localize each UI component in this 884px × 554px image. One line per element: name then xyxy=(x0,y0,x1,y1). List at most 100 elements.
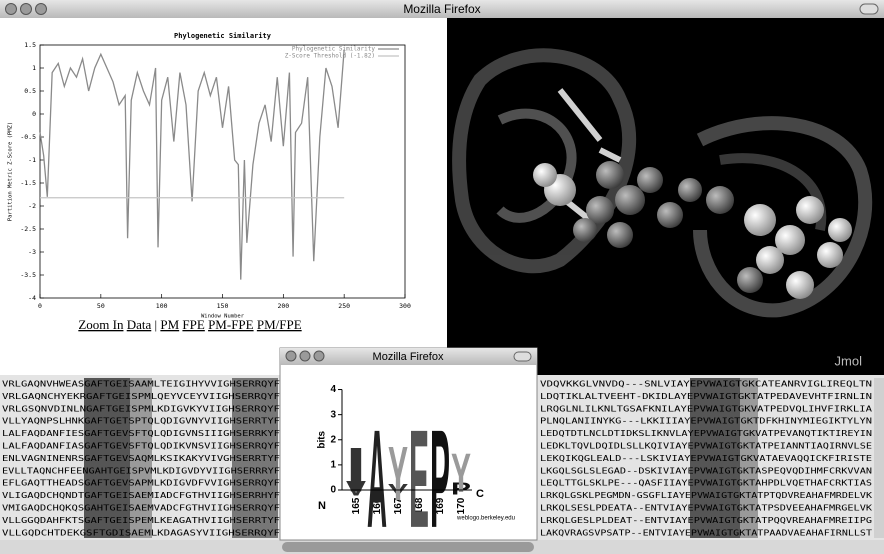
atom xyxy=(657,202,683,228)
atom xyxy=(786,271,814,299)
link[interactable]: FPE xyxy=(182,317,204,332)
logo-y-tick-label: 0 xyxy=(330,485,336,496)
atom xyxy=(596,161,624,189)
legend-label: Z-Score Threshold (-1.82) xyxy=(285,53,375,60)
atom xyxy=(817,242,843,268)
alignment-row: LRKQLSESLPDEATA--ENTVIAYEPVWAIGTGKTATPSD… xyxy=(540,504,872,513)
link[interactable]: Zoom In xyxy=(78,317,124,332)
x-tick-label: 250 xyxy=(338,302,350,310)
y-tick-label: -2.5 xyxy=(20,225,36,233)
alignment-row: LKGQLSGLSLEGAD--DSKIVIAYEPVWAIGTGKTASPEQ… xyxy=(540,466,872,475)
alignment-row: LRKQLGSKLPEGMDN-GSGFLIAYEPVWAIGTGKTATPTQ… xyxy=(540,491,872,500)
alignment-row: VLLGQDCHTDEKGSFTGDISAEMLKDAGASYVIIGHSERR… xyxy=(2,528,280,537)
link-bar: Zoom In Data | PM FPE PM-FPE PM/FPE xyxy=(78,317,301,332)
alignment-row: LDQTIKLALTVEEHT-DKIDLAYEPVWAIGTGKTATPEDA… xyxy=(540,392,872,401)
atom xyxy=(637,167,663,193)
logo-y-label: bits xyxy=(317,430,328,448)
alignment-row: VRLGSQNVDINLNGAFTGEISPMLKDIGVKYVIIGHSERR… xyxy=(2,404,280,413)
atom xyxy=(533,163,557,187)
x-tick-label: 0 xyxy=(38,302,42,310)
x-tick-label: 100 xyxy=(156,302,168,310)
atom xyxy=(573,218,597,242)
alignment-row: VRLGAQNCHYEKRGAFTGEISPMLQEYVCEYVIIGHSERR… xyxy=(2,392,280,401)
y-tick-label: -4 xyxy=(28,294,36,302)
logo-y-tick-label: 2 xyxy=(330,434,336,445)
link-row: Zoom In Data | PM FPE PM-FPE PM/FPE xyxy=(78,317,301,332)
alignment-row: EFLGAQTTHEADSGAFTGEVSAPMLKDIGVDFVVIGHSER… xyxy=(2,479,280,488)
window-buttons[interactable] xyxy=(6,4,47,15)
atom xyxy=(607,222,633,248)
y-tick-label: -2 xyxy=(28,202,36,210)
y-axis-label: Partition Metric Z-Score (PMZ) xyxy=(8,122,14,221)
logo-letter: Y xyxy=(451,442,471,505)
alignment-row: VMIGAQDCHQKQSGAHTGEISAEMVADCFGTHVIIGHSER… xyxy=(2,504,280,513)
atom xyxy=(615,185,645,215)
x-tick-label: 150 xyxy=(217,302,229,310)
alignment-row: PLNQLANIINYKG---LKKIIIAYEPVWAIGTGKTDFKHI… xyxy=(540,417,872,426)
y-tick-label: -3 xyxy=(28,248,36,256)
alignment-row: EVLLTAQNCHFEENGAHTGEISPVMLKDIGVDYVIIGHSE… xyxy=(2,466,280,475)
alignment-row: LAKQVRAGSVPSATP--ENTVIAYEPVWAIGTGKTATPAA… xyxy=(540,528,872,537)
alignment-row: VLIGAQDCHQNDTGAFTGEISAEMIADCFGTHVIIGHSER… xyxy=(2,491,280,500)
atom xyxy=(828,218,852,242)
screen: Mozilla Firefox Phylogenetic Similarity 1… xyxy=(0,0,884,554)
window-title: Mozilla Firefox xyxy=(403,2,480,16)
y-tick-label: 0.5 xyxy=(24,87,36,95)
alignment-row: LEKQIKQGLEALD---LSKIVIAYEPVWAIGTGKVATAEV… xyxy=(540,454,872,463)
alignment-row: LEDQTDTLNCLDTIDKSLIKNVLAYEPVWAIGTGKVATPE… xyxy=(540,429,872,438)
toolbar-toggle[interactable] xyxy=(860,4,878,14)
viewer-label: Jmol xyxy=(835,353,863,368)
y-tick-label: 1.5 xyxy=(24,41,36,49)
link-separator: | xyxy=(155,317,158,332)
alignment-row: VLLYAQNPSLHNKGAFTGETSPTQLQDIGVNYVIIGHSER… xyxy=(2,417,280,426)
logo-credit: weblogo.berkeley.edu xyxy=(456,516,515,522)
chart-title: Phylogenetic Similarity xyxy=(174,32,272,40)
y-tick-label: -1.5 xyxy=(20,179,36,187)
popup-toggle[interactable] xyxy=(514,352,531,361)
scroll-thumb[interactable] xyxy=(282,542,534,552)
logo-end: C xyxy=(476,488,484,500)
logo-letter: P xyxy=(430,402,450,554)
x-tick-label: 200 xyxy=(277,302,289,310)
alignment-row: LEDKLTQVLDQIDLSLLKQIVIAYEPVWAIGTGKTATPEI… xyxy=(540,442,872,451)
logo-y-tick-label: 1 xyxy=(330,460,336,471)
y-tick-label: 1 xyxy=(32,64,36,72)
link[interactable]: PM xyxy=(160,317,179,332)
alignment-row: VRLGAQNVHWEASGAFTGEISAAMLTEIGIHYVVIGHSER… xyxy=(2,380,280,389)
popup-title: Mozilla Firefox xyxy=(373,351,444,363)
vertical-scrollbar[interactable] xyxy=(874,378,884,538)
y-tick-label: 0 xyxy=(32,110,36,118)
alignment-row: ENLVAGNINENRSGAFTGEVSAQMLKSIKAKYVIVGHSER… xyxy=(2,454,280,463)
logo-y-tick-label: 4 xyxy=(330,384,336,395)
atom xyxy=(756,246,784,274)
legend-label: Phylogenetic Similarity xyxy=(292,46,375,53)
link[interactable]: PM-FPE xyxy=(208,317,254,332)
atom xyxy=(737,267,763,293)
alignment-row: VDQVKKGLVNVDQ---SNLVIAYEPVWAIGTGKCATEANR… xyxy=(540,380,872,389)
logo-letter: A xyxy=(367,402,387,554)
page: { "window": {"title": "Mozilla Firefox"}… xyxy=(0,0,884,554)
atom xyxy=(706,186,734,214)
alignment-row: LALFAQDANFIESGAFTGEVSFTQLQDIGVNSIIIGHSER… xyxy=(2,429,280,438)
logo-letter: I xyxy=(346,435,366,505)
popup-buttons[interactable] xyxy=(286,351,324,361)
logo-start: N xyxy=(318,500,326,512)
alignment-row: LEQLTTGLSKLPE---QASFIIAYEPVWAIGTGKTAHPDL… xyxy=(540,479,872,488)
logo-letter: E xyxy=(409,402,429,554)
atom xyxy=(796,196,824,224)
y-tick-label: -0.5 xyxy=(20,133,36,141)
link[interactable]: PM/FPE xyxy=(257,317,302,332)
link[interactable]: Data xyxy=(127,317,152,332)
atom xyxy=(744,204,776,236)
alignment-row: VLLGGQDAHFKTSGAFTGEISPEMLKEAGATHVIIGHSER… xyxy=(2,516,280,525)
alignment-row: LRQGLNLILKNLTGSAFKNILAYEPVWAIGTGKVATPEDV… xyxy=(540,404,872,413)
x-tick-label: 300 xyxy=(399,302,411,310)
y-tick-label: -1 xyxy=(28,156,36,164)
y-tick-label: -3.5 xyxy=(20,271,36,279)
logo-letter: Y xyxy=(388,430,408,516)
alignment-row: LALFAQDANFIASGAFTGEVSFTQLQDIKVNSVIIGHSER… xyxy=(2,442,280,451)
atom xyxy=(678,178,702,202)
alignment-row: LRKQLGESLPLDEAT--ENTVIAYEPVWAIGTGKTATPQQ… xyxy=(540,516,872,525)
x-tick-label: 50 xyxy=(97,302,105,310)
logo-y-tick-label: 3 xyxy=(330,409,336,420)
